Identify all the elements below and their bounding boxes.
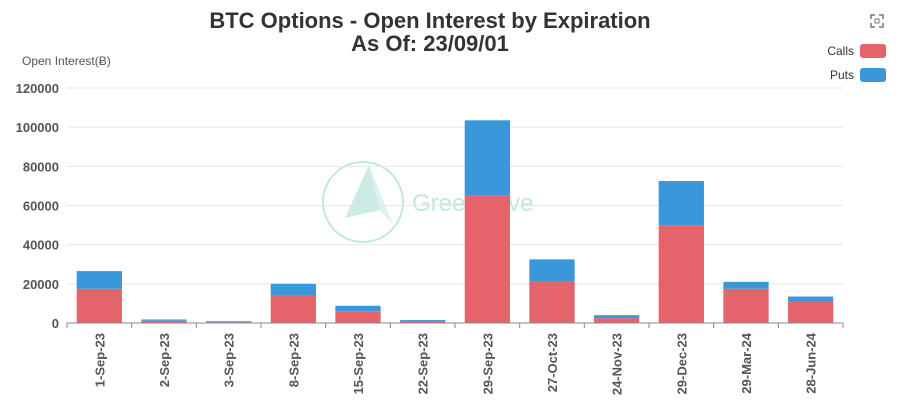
bar-puts-11[interactable] (788, 296, 834, 302)
x-tick-label: 2-Sep-23 (157, 333, 172, 387)
x-tick-label: 15-Sep-23 (351, 333, 366, 394)
x-tick-label: 24-Nov-23 (610, 333, 625, 395)
x-tick-label: 22-Sep-23 (416, 333, 431, 394)
y-tick-label: 100000 (16, 120, 59, 135)
bar-calls-11[interactable] (788, 301, 834, 323)
y-tick-label: 120000 (16, 81, 59, 96)
x-tick-label: 3-Sep-23 (222, 333, 237, 387)
x-tick-label: 28-Jun-24 (804, 332, 819, 393)
x-tick-label: 1-Sep-23 (92, 333, 107, 387)
legend-swatch-calls[interactable] (860, 44, 886, 58)
x-tick-label: 29-Mar-24 (739, 332, 754, 393)
legend-swatch-puts[interactable] (860, 68, 886, 82)
chart-title: BTC Options - Open Interest by Expiratio… (209, 8, 650, 33)
x-tick-label: 27-Oct-23 (545, 333, 560, 392)
bar-puts-6[interactable] (464, 120, 510, 196)
bar-calls-8[interactable] (594, 318, 640, 323)
y-tick-label: 20000 (23, 277, 59, 292)
legend-label-puts: Puts (830, 68, 854, 82)
chart-subtitle: As Of: 23/09/01 (351, 31, 509, 56)
bar-puts-9[interactable] (658, 181, 704, 226)
x-tick-label: 29-Dec-23 (674, 333, 689, 394)
bar-puts-3[interactable] (270, 283, 316, 296)
y-tick-label: 40000 (23, 238, 59, 253)
bar-calls-6[interactable] (464, 195, 510, 323)
bar-calls-0[interactable] (76, 288, 122, 323)
x-tick-label: 8-Sep-23 (286, 333, 301, 387)
bar-calls-10[interactable] (723, 288, 769, 323)
y-axis-label: Open Interest(Ƀ) (22, 54, 111, 68)
bar-puts-7[interactable] (529, 259, 575, 282)
bar-puts-0[interactable] (76, 271, 122, 289)
bar-puts-2[interactable] (206, 321, 252, 323)
bar-calls-1[interactable] (141, 320, 187, 323)
bar-calls-7[interactable] (529, 281, 575, 323)
watermark-logo-icon (322, 161, 404, 243)
x-tick-label: 29-Sep-23 (480, 333, 495, 394)
bar-calls-4[interactable] (335, 311, 381, 323)
bar-calls-5[interactable] (400, 321, 446, 323)
bar-calls-3[interactable] (270, 295, 316, 323)
y-tick-label: 0 (52, 316, 59, 331)
y-tick-label: 60000 (23, 199, 59, 214)
bar-puts-4[interactable] (335, 305, 381, 312)
bar-puts-8[interactable] (594, 315, 640, 319)
bar-puts-1[interactable] (141, 319, 187, 321)
fullscreen-icon[interactable] (868, 12, 886, 30)
bar-calls-9[interactable] (658, 225, 704, 323)
bar-puts-5[interactable] (400, 320, 446, 322)
bar-puts-10[interactable] (723, 281, 769, 289)
legend-label-calls: Calls (827, 44, 854, 58)
y-tick-label: 80000 (23, 159, 59, 174)
